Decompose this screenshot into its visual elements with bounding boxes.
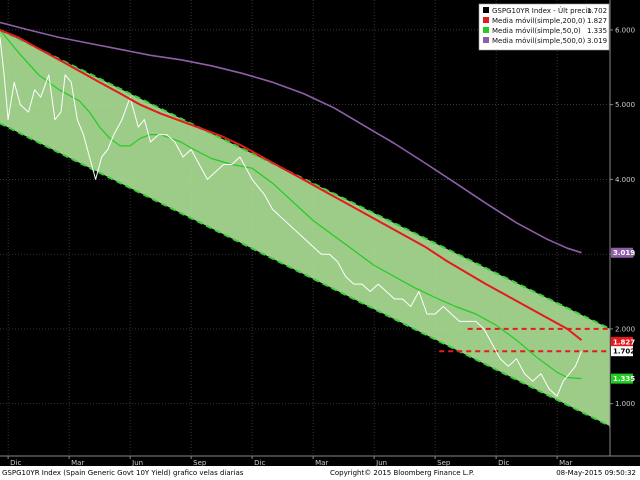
y-tick-label: 2.000 [615,325,635,333]
legend-value-ma500: 3.019 [587,37,607,45]
series-lines [0,21,583,397]
legend-label-ma200: Media móvil(simple,200,0) [492,17,585,25]
value-badge-label: 1.335 [613,375,635,383]
y-tick-label: 6.000 [615,26,635,34]
legend-label-price: GSPG10YR Index - Últ precio [492,6,592,15]
legend-swatch-ma50 [483,27,489,33]
x-tick-label: Jun [131,459,143,467]
legend-swatch-ma200 [483,17,489,23]
x-tick-label: Jun [375,459,387,467]
value-badge-label: 1.702 [613,348,635,356]
x-tick-label: Dic [10,459,21,467]
series-price-line [0,37,582,397]
x-tick-label: Mar [559,459,572,467]
y-tick-label: 4.000 [615,176,635,184]
legend-value-price: 1.702 [587,7,607,15]
value-badge-label: 3.019 [613,249,635,257]
legend-value-ma50: 1.335 [587,27,607,35]
reference-lines [439,327,610,353]
legend-swatch-price [483,7,489,13]
channel-upper-line [0,29,611,330]
x-tick-label: Mar [71,459,84,467]
legend-box [478,3,610,51]
footer-copyright: Copyright© 2015 Bloomberg Finance L.P. [330,469,475,477]
value-badge [611,373,633,384]
x-tick-label: Sep [193,459,207,467]
legend-label-ma500: Media móvil(simple,500,0) [492,37,585,45]
value-badges: 3.019 1.827 1.702 1.335 [611,247,635,384]
x-tick-label: Dic [498,459,509,467]
x-tick-label: Sep [437,459,451,467]
value-badge [611,336,633,347]
footer-timestamp: 08-May-2015 09:50:32 [556,469,636,477]
channel-lower-line [0,122,611,427]
y-tick-label: 5.000 [615,101,635,109]
trend-channel [0,29,611,427]
channel-fill [0,29,610,427]
x-tick-label: Dic [254,459,265,467]
series-ma50-line [0,29,582,380]
footer-bar: GSPG10YR Index (Spain Generic Govt 10Y Y… [0,466,640,480]
legend-label-ma50: Media móvil(simple,50,0) [492,27,581,35]
value-badge-label: 1.827 [613,338,635,346]
series-ma500-line [0,21,582,254]
footer-source: GSPG10YR Index (Spain Generic Govt 10Y Y… [2,469,244,477]
value-badge [611,247,633,258]
y-tick-label: 1.000 [615,400,635,408]
x-tick-label: Mar [315,459,328,467]
legend-value-ma200: 1.827 [587,17,607,25]
series-ma200-line [0,28,583,341]
value-badge [611,346,633,357]
legend-swatch-ma500 [483,37,489,43]
axes [0,0,640,457]
